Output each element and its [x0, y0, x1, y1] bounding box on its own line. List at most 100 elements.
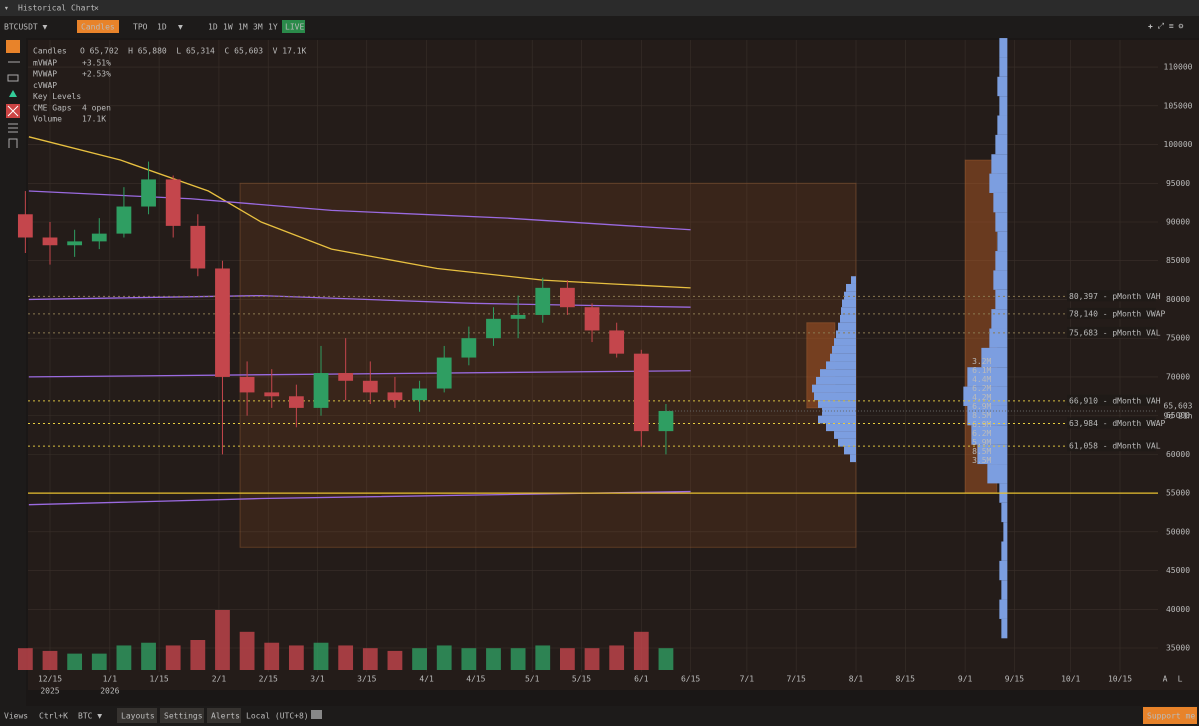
profile-label: 6.2M — [972, 384, 991, 393]
x-tick-label: 8/15 — [896, 675, 915, 684]
key-level-tag — [1067, 440, 1156, 452]
timezone[interactable]: Local (UTC+8) — [246, 712, 309, 721]
volume-profile-bin — [1001, 618, 1008, 639]
mode-label: Candles — [81, 23, 115, 32]
x-tick-label: 9/15 — [1005, 675, 1024, 684]
toolbar-icons[interactable]: ✚ ⤢ ≡ ⚙ — [1148, 22, 1183, 31]
profile-label: 4.4M — [972, 375, 991, 384]
candle-body — [190, 225, 206, 269]
legend-name: Key Levels — [33, 92, 81, 101]
volume-profile-bin — [999, 599, 1008, 619]
candle-body — [215, 268, 230, 377]
live-label: LIVE — [285, 23, 304, 32]
profile-label: 8.5M — [972, 411, 991, 420]
alerts-button[interactable] — [207, 708, 241, 723]
interval[interactable]: 1D — [157, 23, 167, 32]
tpo-button[interactable]: TPO — [133, 23, 148, 32]
candle-body — [264, 392, 280, 397]
profile-label: 3.2M — [972, 357, 991, 366]
volume-profile-bin — [816, 376, 857, 385]
legend-ohlcv: O 65,702 H 65,880 L 65,314 C 65,603 V 17… — [80, 47, 307, 56]
volume-profile-bin — [967, 405, 1008, 426]
profile-label: 4.2M — [972, 393, 991, 402]
axis-mode-button[interactable]: L — [1178, 675, 1183, 684]
legend-value: 17.1K — [82, 115, 106, 124]
candle-body — [67, 241, 83, 246]
profile-label: 6.9M — [972, 402, 991, 411]
range-button[interactable]: 1M — [238, 23, 248, 32]
candle-body — [91, 233, 107, 242]
volume-profile-bin — [834, 338, 857, 346]
live-badge[interactable] — [282, 20, 305, 33]
settings-label: Settings — [164, 712, 203, 721]
window-title: Historical Chart — [18, 4, 95, 13]
x-tick-label: 12/15 — [38, 675, 62, 684]
tool-marker[interactable] — [9, 90, 17, 97]
key-level-label: 75,683 - pMonth VAL — [1069, 328, 1161, 337]
y-tick-label: 45000 — [1166, 566, 1190, 575]
volume-profile-bin — [999, 38, 1008, 58]
volume-profile-bin — [991, 154, 1008, 174]
volume-profile-bin — [967, 367, 1008, 387]
legend-header: Candles — [33, 47, 67, 56]
volume-bar — [338, 645, 354, 670]
volume-profile-bin — [999, 57, 1008, 77]
axis-mode-button[interactable]: A — [1163, 675, 1168, 684]
volume-bar — [633, 631, 649, 670]
y-tick-label: 75000 — [1166, 334, 1190, 343]
x-tick-label: 2/1 — [212, 675, 227, 684]
range-button[interactable]: 1W — [223, 23, 233, 32]
volume-profile-bin — [834, 431, 857, 439]
y-tick-label: 55000 — [1166, 489, 1190, 498]
range-button[interactable]: 1D — [208, 23, 218, 32]
volume-profile-bin — [818, 415, 857, 424]
range-button[interactable]: 1Y — [268, 23, 278, 32]
candle-body — [461, 338, 477, 358]
candle-body — [17, 214, 33, 238]
volume-profile-bin — [822, 407, 857, 416]
asset-select[interactable]: BTC ▼ — [78, 712, 102, 721]
key-level-tag — [1067, 326, 1156, 338]
layouts-button[interactable] — [117, 708, 157, 723]
y-tick-label: 85000 — [1166, 256, 1190, 265]
close-button[interactable]: ✕ — [94, 4, 99, 13]
range-button[interactable]: 3M — [253, 23, 263, 32]
settings-button[interactable] — [160, 708, 204, 723]
vwap-line — [28, 136, 691, 289]
candle-body — [239, 376, 255, 393]
y-tick-label: 80000 — [1166, 295, 1190, 304]
symbol[interactable]: BTCUSDT ▼ — [4, 23, 48, 32]
y-tick-label: 35000 — [1166, 643, 1190, 652]
tool-rect[interactable] — [7, 74, 19, 82]
volume-profile-bin — [1001, 541, 1008, 561]
legend-value: +2.53% — [82, 70, 111, 79]
x-tick-label: 6/1 — [634, 675, 649, 684]
y-tick-label: 60000 — [1166, 450, 1190, 459]
profile-label: 6.9M — [972, 420, 991, 429]
interval-menu[interactable]: ▼ — [178, 23, 183, 32]
x-tick-label: 10/1 — [1061, 675, 1080, 684]
views-button[interactable]: Views — [4, 712, 28, 721]
y-tick-label: 110000 — [1164, 63, 1193, 72]
volume-profile-bin — [995, 289, 1008, 310]
candle-body — [560, 287, 575, 308]
mode-button[interactable] — [77, 20, 119, 33]
vwap-line — [28, 490, 691, 506]
title-bar — [0, 0, 1199, 16]
legend-name: cVWAP — [33, 81, 57, 90]
volume-profile-bin — [844, 291, 857, 300]
tool-cursor[interactable] — [6, 40, 20, 53]
tool-menu[interactable] — [8, 123, 18, 133]
candle-body — [633, 353, 649, 432]
candle-body — [412, 388, 427, 401]
tool-magnet[interactable] — [8, 138, 18, 148]
screenshot-button[interactable] — [311, 710, 322, 719]
volume-profile-bin — [995, 134, 1008, 155]
volume-profile-bin — [814, 392, 857, 401]
vwap-line — [28, 294, 691, 308]
legend-name: MVWAP — [33, 70, 57, 79]
support-button[interactable] — [1143, 707, 1197, 724]
volume-profile-bin — [981, 347, 1008, 368]
candle-body — [116, 206, 132, 234]
